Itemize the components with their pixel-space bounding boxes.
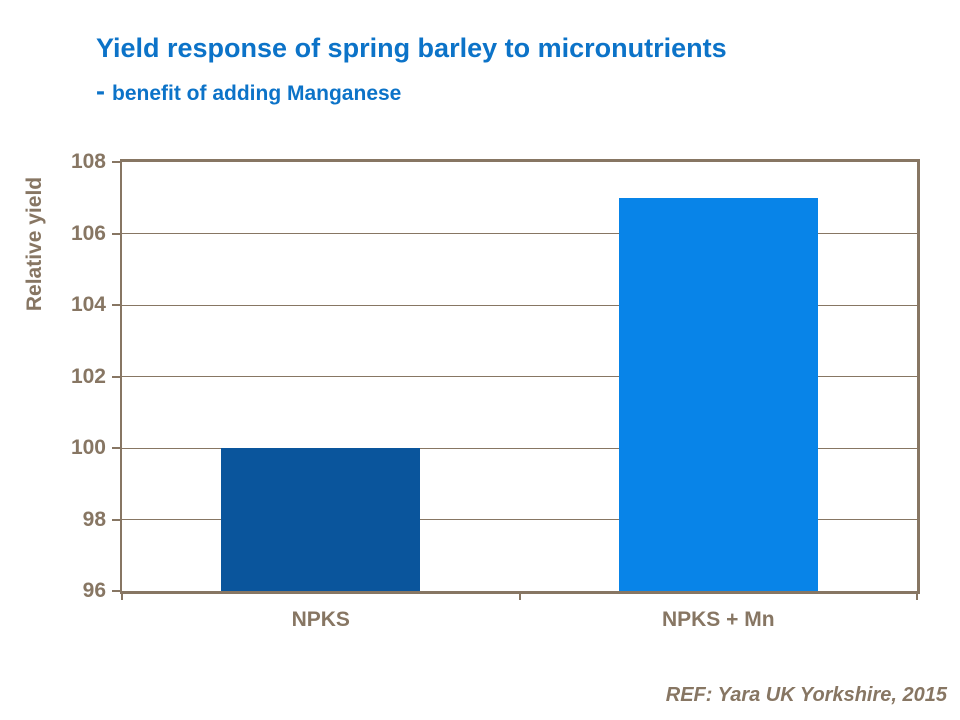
y-tick-label: 98 (82, 507, 106, 531)
subtitle-dash: - (96, 76, 105, 106)
y-tick-mark (112, 161, 120, 163)
reference-text: REF: Yara UK Yorkshire, 2015 (665, 684, 947, 706)
y-tick-mark (112, 232, 120, 235)
y-tick-mark (112, 304, 120, 306)
y-tick-label: 104 (70, 293, 106, 316)
subtitle-text: benefit of adding Manganese (112, 82, 402, 105)
gridline (122, 376, 917, 377)
y-tick-label: 96 (82, 579, 106, 602)
x-category-label: NPKS (291, 608, 350, 631)
y-tick-mark (112, 518, 120, 521)
gridline (122, 519, 917, 520)
y-tick-label: 106 (70, 221, 106, 245)
y-tick-label: 102 (70, 364, 106, 388)
y-tick-label: 100 (70, 436, 106, 459)
y-tick-mark (112, 447, 120, 449)
x-tick-mark (916, 594, 918, 600)
gridline (122, 447, 917, 449)
bar-npks (221, 448, 421, 591)
x-category-label: NPKS + Mn (661, 608, 775, 631)
y-tick-mark (112, 590, 120, 592)
gridline (122, 304, 917, 306)
y-tick-label: 108 (70, 150, 106, 173)
gridline (122, 233, 917, 234)
chart-title: Yield response of spring barley to micro… (96, 33, 727, 63)
bar-npks-mn (618, 197, 818, 591)
chart-subtitle: - benefit of adding Manganese (96, 76, 401, 107)
x-tick-mark (121, 594, 123, 600)
plot-area (120, 159, 920, 594)
y-tick-mark (112, 375, 120, 378)
x-tick-mark (518, 594, 521, 600)
